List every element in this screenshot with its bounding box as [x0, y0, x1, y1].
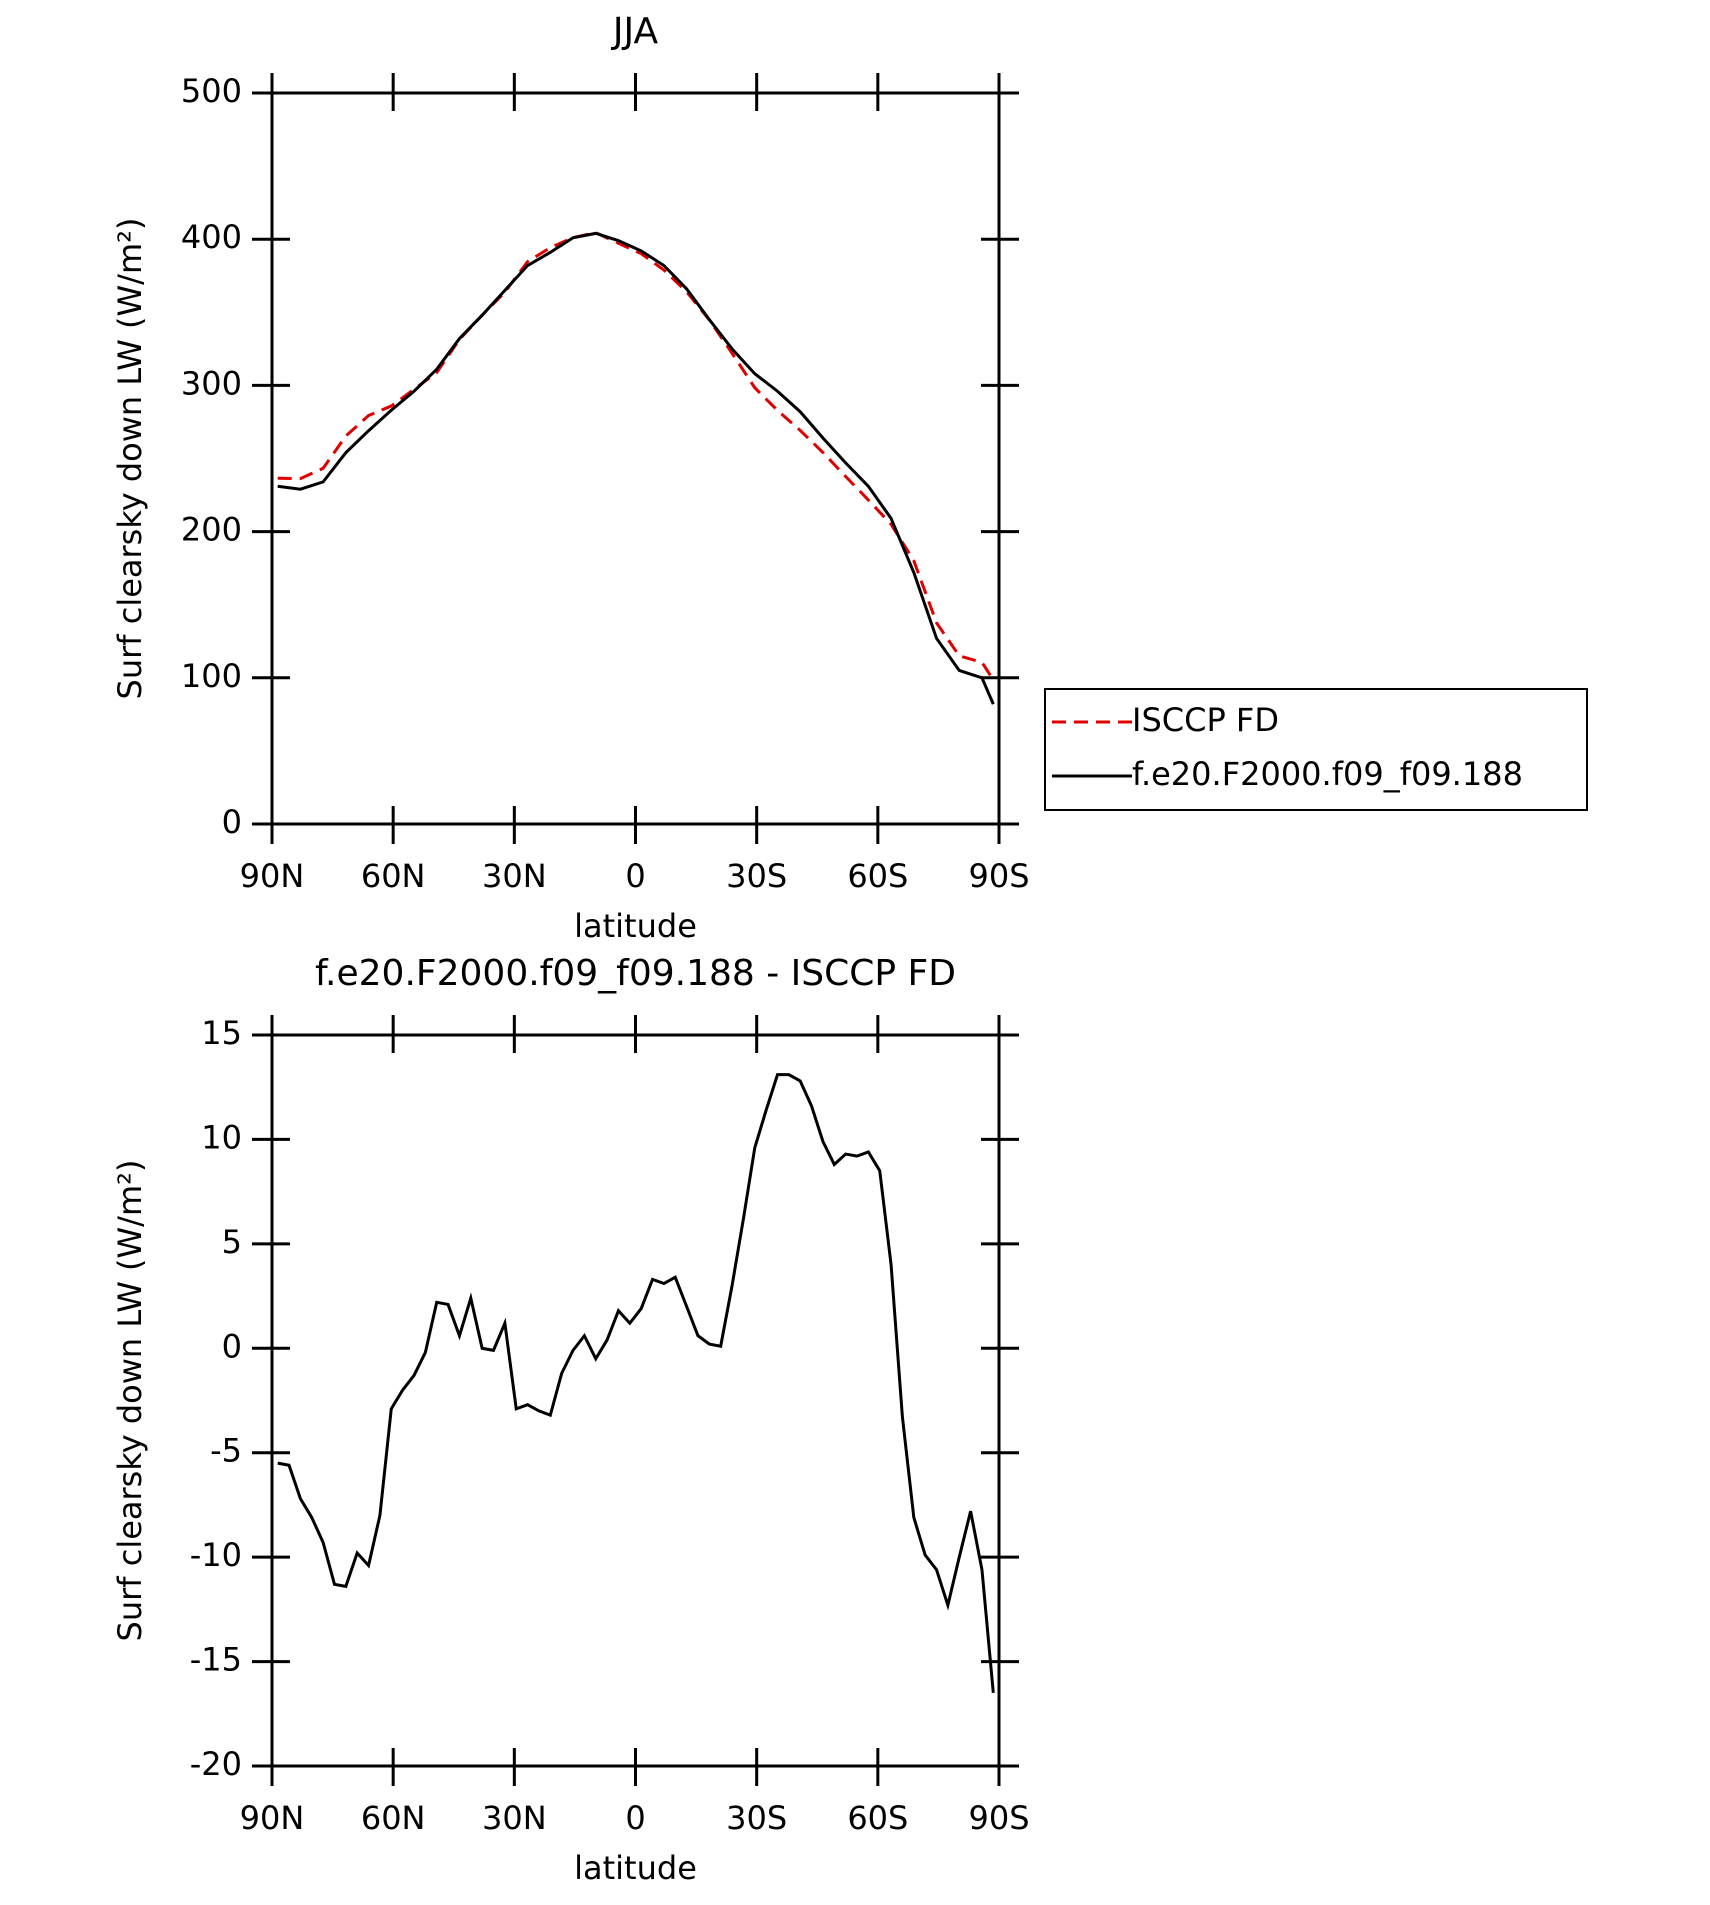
legend-label: ISCCP FD [1132, 701, 1279, 739]
y-tick-label: 10 [201, 1118, 242, 1156]
data-line [277, 231, 995, 705]
chart-title: JJA [611, 11, 659, 52]
x-tick-label: 60N [361, 1799, 426, 1837]
legend-box [1044, 688, 1588, 811]
legend-label: f.e20.F2000.f09_f09.188 [1132, 755, 1523, 793]
y-tick-label: 15 [201, 1014, 242, 1052]
x-axis-label: latitude [574, 1849, 697, 1887]
x-tick-label: 90N [240, 1799, 305, 1837]
y-tick-label: 100 [181, 657, 242, 695]
plot-frame [270, 1033, 1001, 1768]
x-tick-label: 90S [968, 1799, 1029, 1837]
y-axis-label: Surf clearsky down LW (W/m²) [111, 1160, 149, 1642]
y-tick-label: -10 [190, 1536, 242, 1574]
y-tick-label: 200 [181, 511, 242, 549]
x-tick-label: 90S [968, 857, 1029, 895]
x-tick-label: 0 [625, 1799, 645, 1837]
x-tick-label: 60S [847, 1799, 908, 1837]
y-tick-label: 300 [181, 364, 242, 402]
data-line [277, 231, 995, 681]
x-tick-label: 60S [847, 857, 908, 895]
x-tick-label: 30S [726, 857, 787, 895]
y-tick-label: 5 [222, 1223, 242, 1261]
y-tick-label: 400 [181, 218, 242, 256]
x-tick-label: 0 [625, 857, 645, 895]
x-tick-label: 60N [361, 857, 426, 895]
y-tick-label: -15 [190, 1641, 242, 1679]
y-tick-label: 500 [181, 72, 242, 110]
y-tick-label: -20 [190, 1745, 242, 1783]
y-tick-label: -5 [210, 1432, 242, 1470]
x-tick-label: 30S [726, 1799, 787, 1837]
y-tick-label: 0 [222, 803, 242, 841]
y-axis-label: Surf clearsky down LW (W/m²) [111, 218, 149, 700]
y-tick-label: 0 [222, 1327, 242, 1365]
data-line [277, 1073, 995, 1694]
x-axis-label: latitude [574, 907, 697, 945]
x-tick-label: 90N [240, 857, 305, 895]
chart-title: f.e20.F2000.f09_f09.188 - ISCCP FD [315, 953, 956, 994]
plot-frame [270, 91, 1001, 826]
x-tick-label: 30N [482, 857, 547, 895]
x-tick-label: 30N [482, 1799, 547, 1837]
